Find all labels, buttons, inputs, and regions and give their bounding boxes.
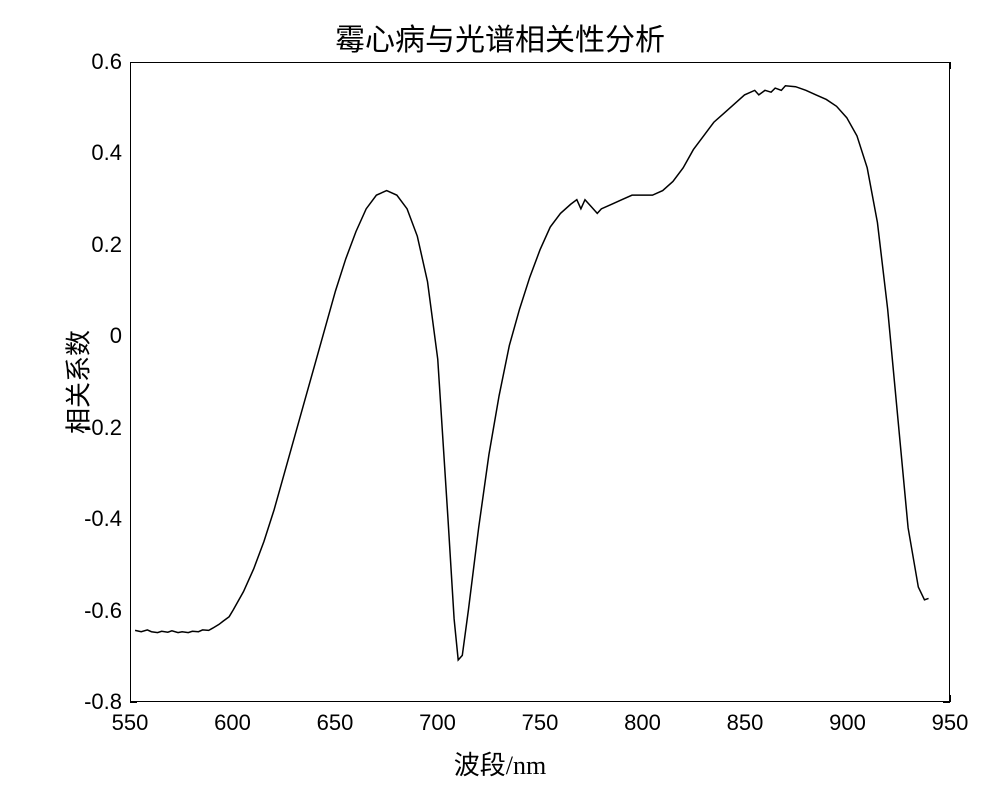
- figure: 霉心病与光谱相关性分析 相关系数 波段/nm -0.8-0.6-0.4-0.20…: [0, 0, 1000, 789]
- x-axis-label: 波段/nm: [0, 745, 1000, 782]
- x-tick-mark: [950, 62, 951, 69]
- x-tick-label: 700: [398, 710, 478, 736]
- x-tick-mark: [950, 695, 951, 702]
- y-tick-mark: [130, 702, 137, 703]
- y-tick-label: 0: [22, 323, 122, 349]
- plot-area: [130, 62, 950, 702]
- x-tick-label: 850: [705, 710, 785, 736]
- line-series: [131, 63, 949, 701]
- x-tick-label: 950: [910, 710, 990, 736]
- x-tick-label: 900: [808, 710, 888, 736]
- chart-title: 霉心病与光谱相关性分析: [0, 15, 1000, 59]
- y-tick-label: 0.6: [22, 49, 122, 75]
- x-tick-label: 800: [603, 710, 683, 736]
- x-tick-label: 750: [500, 710, 580, 736]
- x-tick-label: 650: [295, 710, 375, 736]
- y-tick-label: 0.4: [22, 140, 122, 166]
- y-tick-label: -0.6: [22, 598, 122, 624]
- y-tick-label: -0.4: [22, 506, 122, 532]
- y-tick-label: 0.2: [22, 232, 122, 258]
- x-tick-label: 550: [90, 710, 170, 736]
- y-tick-label: -0.2: [22, 415, 122, 441]
- x-tick-label: 600: [193, 710, 273, 736]
- y-tick-mark: [943, 702, 950, 703]
